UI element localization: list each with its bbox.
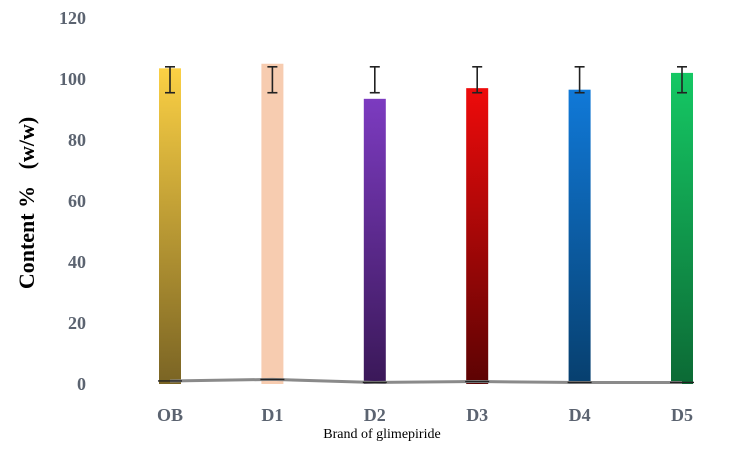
x-axis-label: Brand of glimepiride bbox=[323, 427, 440, 442]
baseline-line bbox=[169, 377, 682, 384]
baseline-series bbox=[158, 377, 694, 384]
y-tick-label: 80 bbox=[68, 130, 86, 150]
bar-d5 bbox=[671, 72, 693, 385]
bar-ob bbox=[159, 68, 181, 384]
bar-d2 bbox=[363, 98, 386, 384]
x-tick-label: OB bbox=[157, 405, 183, 425]
x-tick-label: D4 bbox=[569, 405, 591, 425]
y-tick-label: 0 bbox=[77, 374, 86, 394]
y-axis-label: Content % (w/w) bbox=[14, 117, 39, 289]
error-bar-d3 bbox=[472, 66, 483, 94]
y-axis-ticks: 0 20 40 60 80 100 120 bbox=[59, 8, 86, 394]
error-bar-d5 bbox=[677, 66, 687, 94]
error-bar-ob bbox=[165, 66, 175, 94]
error-bar-d4 bbox=[574, 66, 585, 94]
x-axis-ticks: OB D1 D2 D3 D4 D5 bbox=[157, 405, 693, 425]
bar-d3 bbox=[466, 88, 489, 385]
y-tick-label: 100 bbox=[59, 69, 86, 89]
bar-d4 bbox=[568, 89, 591, 385]
bars bbox=[159, 63, 693, 385]
bar-d1 bbox=[261, 63, 284, 384]
error-bar-d2 bbox=[369, 66, 380, 94]
y-tick-label: 60 bbox=[68, 191, 86, 211]
x-tick-label: D2 bbox=[364, 405, 386, 425]
error-bars bbox=[165, 66, 687, 94]
x-tick-label: D3 bbox=[466, 405, 488, 425]
x-tick-label: D5 bbox=[671, 405, 693, 425]
y-tick-label: 40 bbox=[68, 252, 86, 272]
y-tick-label: 120 bbox=[59, 8, 86, 28]
x-tick-label: D1 bbox=[261, 405, 283, 425]
y-tick-label: 20 bbox=[68, 313, 86, 333]
error-bar-d1 bbox=[267, 66, 278, 94]
